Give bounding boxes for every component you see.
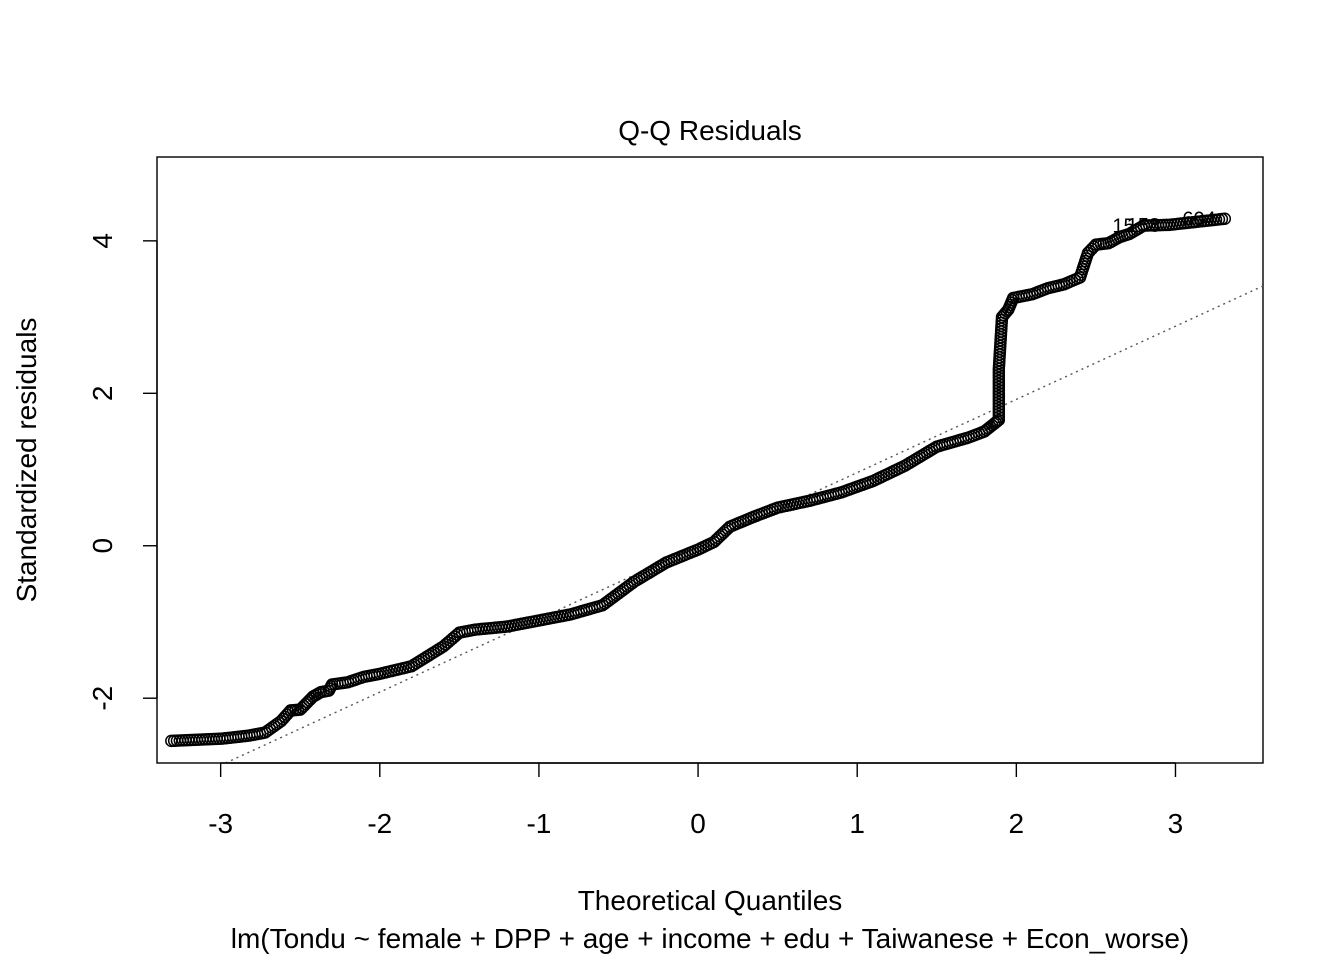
x-tick-label: 3 xyxy=(1168,808,1184,839)
data-point xyxy=(992,368,1006,382)
data-point xyxy=(992,377,1006,391)
data-point xyxy=(992,401,1006,415)
data-point xyxy=(992,398,1006,412)
reference-line xyxy=(225,285,1264,764)
data-point xyxy=(992,380,1006,394)
y-axis-label: Standardized residuals xyxy=(11,318,42,603)
data-point xyxy=(992,371,1006,385)
data-point xyxy=(992,392,1006,406)
data-point xyxy=(992,389,1006,403)
chart-title: Q-Q Residuals xyxy=(618,115,802,146)
y-axis: -2 0 2 4 xyxy=(87,233,158,711)
y-tick-label: 2 xyxy=(87,386,118,402)
x-axis: -3 -2 -1 0 1 2 3 xyxy=(208,762,1184,839)
data-point xyxy=(992,410,1006,424)
x-tick-label: 0 xyxy=(690,808,706,839)
model-formula-label: lm(Tondu ~ female + DPP + age + income +… xyxy=(231,923,1190,954)
data-point xyxy=(992,374,1006,388)
point-label: 604 xyxy=(1182,209,1215,231)
point-label: 15 xyxy=(1112,216,1134,238)
y-tick-label: -2 xyxy=(87,686,118,711)
data-point xyxy=(1218,212,1232,225)
x-tick-label: 1 xyxy=(849,808,865,839)
y-tick-label: 0 xyxy=(87,538,118,554)
x-tick-label: -3 xyxy=(208,808,233,839)
x-tick-label: -1 xyxy=(526,808,551,839)
x-tick-label: -2 xyxy=(367,808,392,839)
data-point xyxy=(992,404,1006,418)
data-point xyxy=(992,395,1006,409)
y-tick-label: 4 xyxy=(87,233,118,249)
data-point xyxy=(992,407,1006,421)
x-axis-label: Theoretical Quantiles xyxy=(578,885,843,916)
data-point xyxy=(992,413,1006,427)
point-label: 158 xyxy=(1127,215,1160,237)
data-point xyxy=(992,386,1006,400)
data-point xyxy=(992,383,1006,397)
points-layer xyxy=(165,212,1232,748)
x-tick-label: 2 xyxy=(1009,808,1025,839)
